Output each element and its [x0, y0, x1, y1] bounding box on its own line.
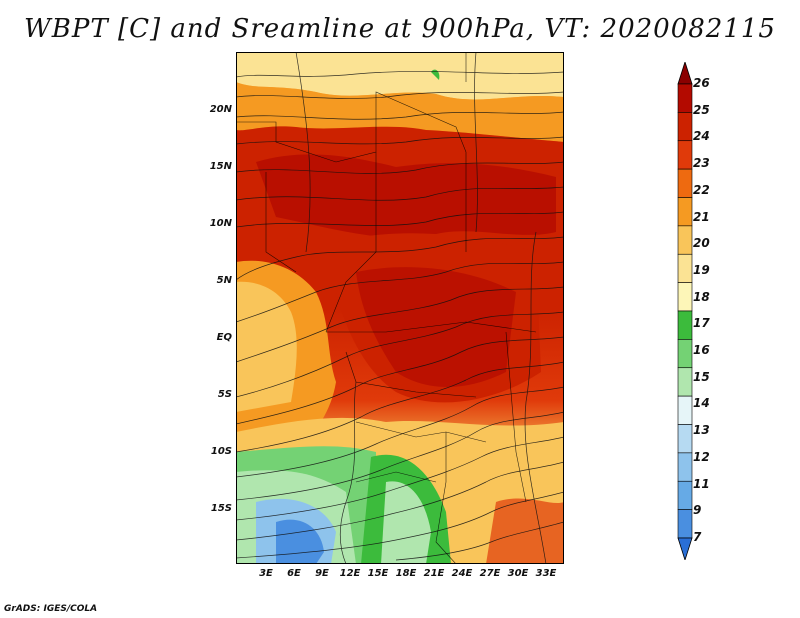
- colorbar-swatch: [677, 140, 693, 170]
- lon-label: 6E: [287, 568, 301, 579]
- colorbar-label: 20: [693, 236, 710, 251]
- colorbar-swatch: [677, 537, 693, 560]
- lon-label: 9E: [315, 568, 329, 579]
- colorbar-label: 24: [693, 129, 710, 144]
- colorbar-label: 13: [693, 423, 710, 438]
- colorbar-swatch: [677, 225, 693, 255]
- lat-label: 20N: [209, 104, 232, 115]
- colorbar-label: 9: [693, 503, 702, 518]
- colorbar-swatch: [677, 480, 693, 510]
- lat-label: EQ: [216, 332, 232, 343]
- colorbar-label: 16: [693, 343, 710, 358]
- colorbar-label: 25: [693, 102, 710, 117]
- lat-label: 15S: [210, 503, 232, 514]
- lat-label: 15N: [209, 161, 232, 172]
- lon-label: 24E: [451, 568, 473, 579]
- colorbar-label: 17: [693, 316, 710, 331]
- lon-label: 3E: [259, 568, 273, 579]
- colorbar-swatch: [677, 509, 693, 539]
- lat-label: 10N: [209, 218, 232, 229]
- colorbar-swatch: [677, 197, 693, 227]
- lon-label: 18E: [395, 568, 417, 579]
- lon-label: 30E: [507, 568, 529, 579]
- colorbar: [677, 62, 693, 560]
- grads-credit: GrADS: IGES/COLA: [4, 604, 98, 614]
- colorbar-label: 7: [693, 530, 702, 544]
- colorbar-label: 26: [693, 76, 710, 90]
- colorbar-swatch: [677, 282, 693, 312]
- chart-title: WBPT [C] and Sreamline at 900hPa, VT: 20…: [24, 14, 776, 44]
- colorbar-swatch: [677, 253, 693, 283]
- colorbar-label: 15: [693, 369, 710, 384]
- lon-label: 12E: [339, 568, 361, 579]
- colorbar-label: 11: [693, 476, 710, 491]
- colorbar-label: 12: [693, 449, 710, 464]
- colorbar-swatch: [677, 310, 693, 340]
- colorbar-label: 18: [693, 289, 710, 304]
- lon-label: 15E: [367, 568, 389, 579]
- colorbar-swatch: [677, 168, 693, 198]
- colorbar-label: 22: [693, 182, 710, 197]
- lon-label: 21E: [423, 568, 445, 579]
- colorbar-swatch: [677, 62, 693, 85]
- lat-label: 10S: [210, 446, 232, 457]
- colorbar-swatch: [677, 452, 693, 482]
- lat-label: 5N: [216, 275, 232, 286]
- colorbar-label: 21: [693, 209, 710, 224]
- map-panel: [236, 52, 564, 564]
- colorbar-swatch: [677, 424, 693, 454]
- lat-label: 5S: [217, 389, 232, 400]
- lon-label: 27E: [479, 568, 501, 579]
- colorbar-swatch: [677, 339, 693, 369]
- colorbar-label: 19: [693, 262, 710, 277]
- colorbar-swatch: [677, 367, 693, 397]
- lon-label: 33E: [535, 568, 557, 579]
- colorbar-label: 23: [693, 156, 710, 171]
- colorbar-swatch: [677, 112, 693, 142]
- colorbar-swatch: [677, 395, 693, 425]
- colorbar-label: 14: [693, 396, 710, 411]
- colorbar-swatch: [677, 83, 693, 113]
